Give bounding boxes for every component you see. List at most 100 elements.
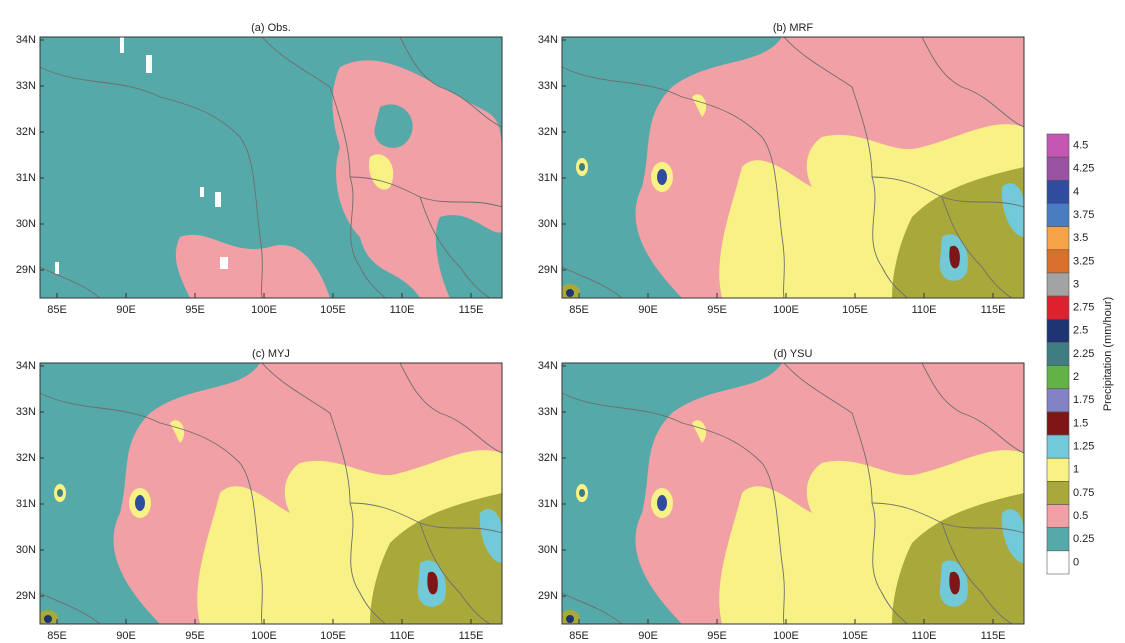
lon-label: 105E [320, 630, 346, 642]
lon-label: 110E [390, 304, 415, 316]
map-panel: (d) YSU 34N 33N 32N 31N 30N 29N 85E 90E 95E 100E 10… [538, 348, 1025, 642]
lon-label: 95E [185, 630, 205, 642]
colorbar-swatch [1046, 434, 1070, 459]
lat-label: 31N [16, 172, 36, 184]
panel-title: (c) MYJ [252, 348, 290, 360]
lon-label: 105E [842, 630, 868, 642]
colorbar-label: 2 [1073, 371, 1079, 383]
lon-label: 105E [842, 304, 868, 316]
panel-title: (a) Obs. [251, 22, 291, 34]
colorbar-label: 2.25 [1073, 348, 1094, 360]
colorbar-label: 4 [1073, 186, 1079, 198]
lat-label: 34N [16, 34, 36, 46]
map-frame [561, 36, 1025, 299]
colorbar-label: 1.25 [1073, 441, 1094, 453]
map-frame [561, 362, 1025, 625]
lon-label: 115E [459, 630, 484, 642]
colorbar-label: 1.5 [1073, 417, 1088, 429]
lon-label: 90E [116, 304, 136, 316]
map-panel: (a) Obs. 34N 33N 32N 31N 30N 29N 85E 90E 95E 100E 1… [16, 22, 503, 316]
colorbar-swatch [1046, 342, 1070, 366]
colorbar-label: 3.75 [1073, 209, 1094, 221]
lon-label: 110E [912, 630, 937, 642]
colorbar-title: Precipitation (mm/hour) [1102, 297, 1114, 411]
lon-label: 95E [707, 304, 727, 316]
colorbar-swatch [1046, 203, 1070, 227]
lon-label: 100E [773, 304, 799, 316]
lat-label: 31N [538, 498, 558, 510]
colorbar-label: 3 [1073, 278, 1079, 290]
lat-label: 34N [538, 34, 558, 46]
colorbar-swatch [1046, 481, 1070, 505]
colorbar-label: 0.25 [1073, 533, 1094, 545]
lon-label: 90E [638, 630, 658, 642]
lat-label: 30N [16, 218, 36, 230]
precip-field [40, 363, 502, 624]
map-frame [39, 36, 503, 299]
map-panel: (b) MRF 34N 33N 32N 31N 30N 29N 85E 90E 95E 100E 10… [538, 22, 1025, 316]
colorbar-swatch [1046, 527, 1070, 552]
colorbar-swatch [1046, 504, 1070, 528]
lon-label: 90E [116, 630, 136, 642]
lat-label: 31N [538, 172, 558, 184]
lat-label: 30N [538, 544, 558, 556]
colorbar-swatch [1046, 550, 1070, 575]
precip-field [562, 363, 1024, 624]
lat-label: 30N [16, 544, 36, 556]
colorbar-swatch [1046, 249, 1070, 274]
lon-label: 115E [981, 304, 1006, 316]
lon-label: 100E [773, 630, 799, 642]
lat-label: 32N [538, 126, 558, 138]
lat-label: 29N [16, 590, 36, 602]
map-panel: (c) MYJ 34N 33N 32N 31N 30N 29N 85E 90E 95E 100E 10… [16, 348, 503, 642]
lat-label: 33N [16, 406, 36, 418]
map-frame [39, 362, 503, 625]
colorbar-swatch [1046, 411, 1070, 436]
lon-label: 85E [569, 630, 589, 642]
lat-label: 33N [538, 406, 558, 418]
colorbar-label: 4.5 [1073, 139, 1088, 151]
colorbar-label: 1.75 [1073, 394, 1094, 406]
map-field [40, 37, 502, 298]
panel-title: (b) MRF [773, 22, 814, 34]
colorbar-swatch [1046, 133, 1070, 158]
lon-label: 115E [459, 304, 484, 316]
colorbar-label: 4.25 [1073, 163, 1094, 175]
colorbar-swatch [1046, 272, 1070, 297]
lat-label: 32N [16, 452, 36, 464]
precip-field [562, 37, 1024, 298]
lat-label: 31N [16, 498, 36, 510]
lon-label: 100E [251, 630, 277, 642]
lat-label: 30N [538, 218, 558, 230]
lon-label: 85E [569, 304, 589, 316]
colorbar-label: 0.75 [1073, 487, 1094, 499]
lon-label: 90E [638, 304, 658, 316]
colorbar-label: 0.5 [1073, 510, 1088, 522]
lon-label: 85E [47, 304, 67, 316]
lon-label: 95E [185, 304, 205, 316]
colorbar-label: 2.5 [1073, 325, 1088, 337]
lat-label: 29N [16, 264, 36, 276]
colorbar-swatch [1046, 365, 1070, 390]
lat-label: 34N [538, 360, 558, 372]
colorbar-label: 3.5 [1073, 232, 1088, 244]
lon-label: 105E [320, 304, 346, 316]
lon-label: 85E [47, 630, 67, 642]
colorbar-swatch [1046, 180, 1070, 204]
lat-label: 33N [538, 80, 558, 92]
lat-label: 34N [16, 360, 36, 372]
lon-label: 115E [981, 630, 1006, 642]
colorbar-swatch [1046, 388, 1070, 413]
lat-label: 32N [16, 126, 36, 138]
lon-label: 95E [707, 630, 727, 642]
map-field [562, 37, 1024, 298]
colorbar-swatch [1046, 457, 1070, 482]
lat-label: 33N [16, 80, 36, 92]
colorbar-swatch [1046, 156, 1070, 181]
colorbar-swatch [1046, 226, 1070, 251]
colorbar-swatch [1046, 318, 1070, 343]
lat-label: 29N [538, 264, 558, 276]
lon-label: 110E [912, 304, 937, 316]
lon-label: 110E [390, 630, 415, 642]
